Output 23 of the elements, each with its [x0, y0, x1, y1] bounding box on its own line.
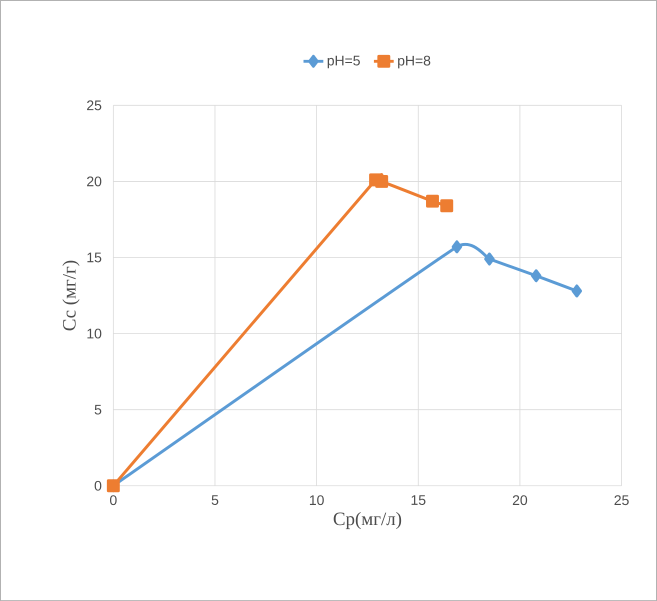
x-tick-label: 20 [512, 495, 528, 506]
x-tick-label: 10 [310, 495, 324, 506]
point [426, 194, 439, 208]
y-tick-label: 0 [94, 480, 102, 491]
x-tick-label: 25 [614, 495, 629, 506]
y-axis-title: Сс (мг/г) [62, 260, 80, 330]
point [572, 284, 582, 298]
y-tick-label: 15 [87, 252, 102, 262]
point [375, 174, 388, 188]
x-tick-label: 15 [412, 495, 426, 505]
legend-label: pH=5 [328, 56, 360, 68]
point [452, 240, 462, 254]
x-tick-label: 0 [110, 495, 117, 506]
x-axis-title: Ср(мг/л) [334, 512, 402, 530]
point [440, 199, 454, 212]
x-tick-label: 5 [212, 495, 218, 505]
y-tick-label: 25 [87, 100, 102, 110]
y-tick-label: 5 [94, 404, 102, 415]
y-tick-label: 20 [87, 176, 102, 186]
point [484, 252, 495, 266]
legend-label: pH=8 [398, 56, 430, 68]
point [530, 269, 542, 282]
y-tick-label: 10 [87, 328, 102, 338]
